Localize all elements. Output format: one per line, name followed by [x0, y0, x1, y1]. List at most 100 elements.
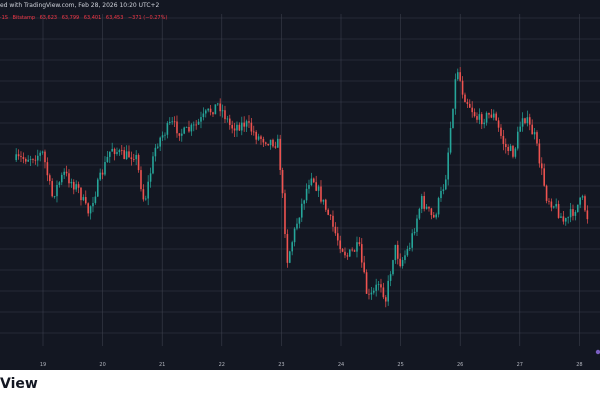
candle	[440, 186, 442, 202]
candle	[147, 175, 149, 206]
candle-body	[137, 154, 140, 171]
candle	[492, 109, 495, 121]
candle	[478, 108, 481, 125]
candle	[106, 150, 109, 163]
ohlc-legend: ·1S Bitstamp 63,623 63,799 63,401 63,453…	[0, 15, 170, 21]
candle	[382, 282, 385, 300]
candle	[128, 145, 130, 158]
candle-body	[130, 157, 133, 160]
candle-body	[339, 240, 341, 250]
candle	[168, 117, 171, 126]
candle	[20, 151, 22, 163]
candle-body	[473, 112, 476, 117]
candle	[224, 105, 226, 123]
candle-body	[329, 214, 332, 216]
candle	[274, 141, 277, 149]
candle	[557, 200, 560, 219]
candle	[464, 92, 466, 103]
candle	[370, 286, 373, 300]
candle-body	[142, 189, 145, 200]
candle	[416, 214, 418, 237]
candle-body	[514, 148, 517, 157]
x-tick-label: 27	[517, 362, 523, 368]
candle	[296, 218, 298, 231]
candle-body	[360, 244, 363, 263]
candle	[252, 125, 255, 136]
candle-body	[53, 196, 56, 198]
candle-body	[284, 193, 286, 235]
candle	[387, 275, 389, 306]
candle	[480, 112, 483, 130]
candle	[77, 181, 80, 194]
candle-body	[401, 260, 404, 267]
candle	[34, 155, 37, 165]
candle	[84, 190, 87, 205]
candle	[120, 145, 123, 155]
candle	[579, 197, 581, 209]
candle-body	[418, 208, 421, 219]
candle-body	[447, 152, 449, 180]
candle-body	[118, 150, 121, 153]
candle-body	[509, 145, 512, 151]
candle	[132, 153, 135, 162]
candle-body	[584, 196, 586, 211]
candle-body	[92, 202, 94, 207]
candle	[190, 123, 193, 136]
candle	[365, 269, 368, 295]
candle-body	[461, 80, 464, 95]
candle-body	[84, 197, 87, 204]
candle-body	[82, 197, 85, 201]
candle	[502, 129, 505, 151]
candle-body	[394, 244, 397, 261]
ohlc-low: 63,401	[83, 15, 102, 21]
candle-body	[68, 173, 70, 184]
candle	[188, 120, 190, 133]
candle	[166, 121, 169, 139]
candle-body	[94, 196, 97, 203]
candle-body	[387, 280, 389, 302]
candle-body	[557, 204, 560, 218]
last-price-marker[interactable]	[595, 349, 600, 355]
candle-body	[334, 226, 337, 234]
candle-body	[322, 199, 325, 202]
candle-body	[312, 178, 315, 183]
candle	[543, 163, 545, 187]
candle	[238, 122, 241, 132]
candlestick-chart[interactable]: 19 20 21 22 23 24 25 26 27 28	[0, 0, 600, 370]
candle-body	[351, 249, 353, 251]
candle-body	[430, 208, 433, 216]
candle-body	[300, 203, 303, 218]
candle	[500, 124, 502, 139]
chart-area[interactable]: 19 20 21 22 23 24 25 26 27 28 ed with TradingView…	[0, 0, 600, 370]
candle-body	[176, 121, 178, 134]
candle	[377, 280, 380, 291]
candle	[310, 172, 313, 187]
candle	[516, 126, 519, 151]
candle	[176, 115, 178, 138]
candle-body	[15, 154, 17, 161]
candle-body	[279, 138, 281, 170]
candle	[255, 130, 257, 145]
ohlc-change: −371 (−0.27%)	[127, 15, 168, 21]
candle	[444, 174, 447, 191]
candle-body	[298, 217, 301, 224]
candle-body	[44, 151, 46, 163]
candle	[435, 212, 437, 220]
candle-body	[317, 186, 320, 191]
candle	[228, 114, 231, 130]
candle	[39, 150, 41, 162]
candle-body	[363, 262, 365, 273]
candle-body	[356, 242, 358, 252]
candle	[521, 112, 524, 132]
candle	[536, 130, 538, 147]
candle-body	[471, 107, 473, 113]
candle	[339, 235, 341, 254]
candle-body	[108, 151, 111, 157]
candle	[449, 121, 452, 155]
candle	[161, 131, 164, 141]
candle	[178, 133, 181, 141]
candle-body	[106, 156, 109, 163]
candle-body	[46, 162, 49, 176]
candle	[336, 226, 339, 246]
candle	[356, 236, 358, 258]
